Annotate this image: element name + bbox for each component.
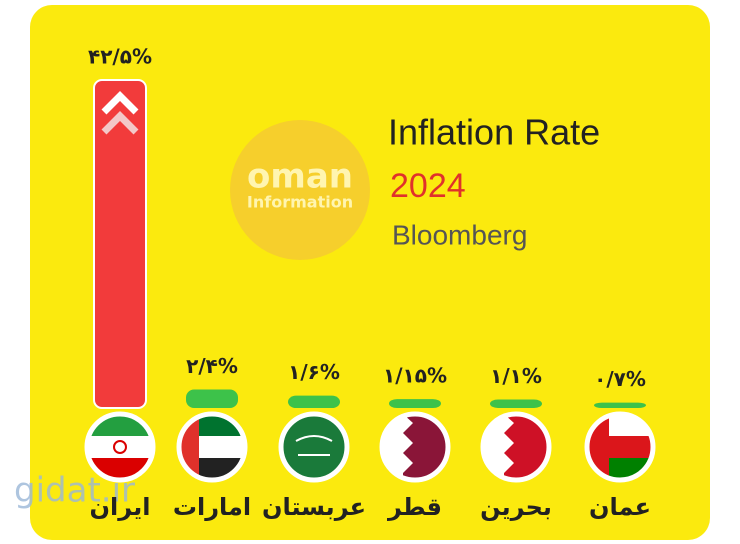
- stripe: [483, 414, 514, 480]
- chevron: [101, 111, 139, 135]
- flag-ring: [176, 411, 248, 483]
- x-tick-label: امارات: [173, 493, 251, 521]
- flag-ring: [278, 411, 350, 483]
- flag: [480, 411, 552, 483]
- bar: [186, 389, 238, 408]
- chart-title: Inflation Rate: [388, 112, 600, 153]
- logo-text: oman: [247, 157, 353, 197]
- bar: [490, 399, 542, 408]
- x-tick-label: بحرین: [480, 493, 552, 521]
- x-tick-label: ایران: [90, 493, 151, 521]
- flag: [176, 411, 248, 483]
- bar: [594, 402, 646, 408]
- stripe: [87, 436, 153, 458]
- stripe: [382, 414, 413, 480]
- value-label: ۱/۶%: [288, 360, 340, 384]
- logo-circle: [230, 120, 370, 260]
- chart-subtitle: 2024: [390, 167, 466, 205]
- flag: [84, 411, 156, 483]
- flag-ring: [84, 411, 156, 483]
- value-label: ۰/۷%: [594, 367, 646, 391]
- bar: [389, 399, 441, 408]
- flag: [278, 411, 350, 483]
- bar: [93, 79, 147, 409]
- x-tick-label: عمان: [589, 493, 651, 521]
- stripe: [295, 435, 333, 442]
- bar: [288, 395, 340, 408]
- value-label: ۱/۱%: [490, 364, 542, 388]
- value-label: ۲/۴%: [186, 354, 238, 378]
- flag-ring: [480, 411, 552, 483]
- source: Bloomberg: [392, 219, 527, 250]
- flag: [584, 411, 656, 483]
- flag: [379, 411, 451, 483]
- value-label: ۱/۱۵%: [383, 364, 447, 388]
- x-tick-label: قطر: [387, 493, 442, 521]
- flag-ring: [584, 411, 656, 483]
- chevron: [101, 91, 139, 115]
- flag-ring: [379, 411, 451, 483]
- x-tick-label: عربستان: [262, 493, 366, 521]
- logo-subtext: Information: [247, 193, 353, 212]
- emblem: [113, 440, 127, 454]
- value-label: ۴۲/۵%: [88, 45, 152, 69]
